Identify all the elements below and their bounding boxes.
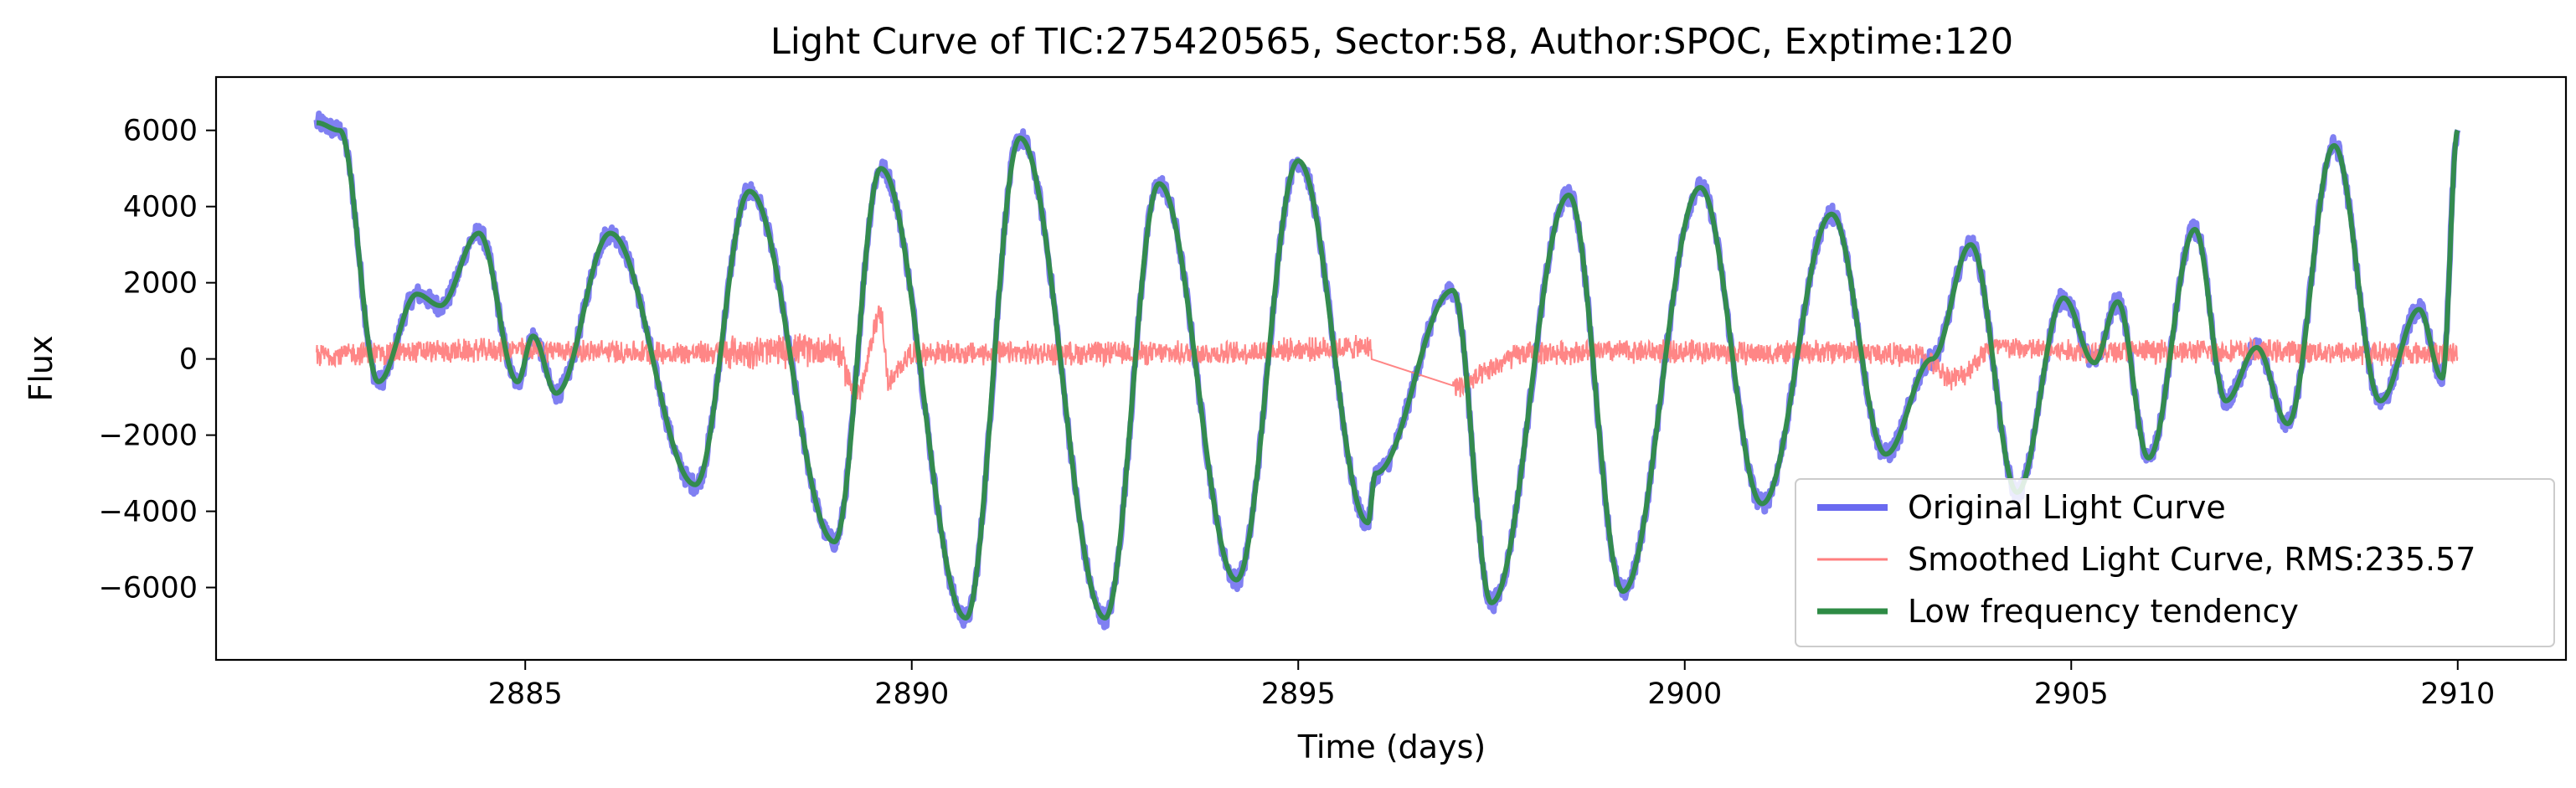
x-tick-label: 2905 (2034, 677, 2109, 711)
y-axis: 6000 4000 2000 0 −2000 −4000 −6000 (99, 115, 216, 605)
x-tick-label: 2910 (2420, 677, 2495, 711)
x-tick-label: 2895 (1261, 677, 1336, 711)
series-layer (313, 111, 2461, 631)
y-tick-label: −2000 (99, 420, 198, 453)
x-tick-label: 2890 (874, 677, 949, 711)
legend-box (1795, 478, 2555, 647)
x-tick-label: 2900 (1647, 677, 1722, 711)
series-low-frequency-tendency (314, 120, 2460, 621)
x-axis: 2885 2890 2895 2900 2905 2910 (488, 660, 2495, 711)
x-tick-label: 2885 (488, 677, 563, 711)
series-smoothed-light-curve (315, 305, 2459, 404)
legend: Original Light Curve Smoothed Light Curv… (1795, 478, 2555, 647)
x-axis-label: Time (days) (1297, 729, 1486, 765)
y-tick-label: 2000 (123, 267, 198, 301)
y-tick-label: −6000 (99, 572, 198, 605)
legend-label-smoothed: Smoothed Light Curve, RMS:235.57 (1908, 541, 2476, 578)
y-axis-label: Flux (23, 336, 59, 402)
y-tick-label: −4000 (99, 496, 198, 529)
legend-label-low-frequency: Low frequency tendency (1908, 593, 2299, 630)
y-tick-label: 4000 (123, 191, 198, 224)
legend-label-original: Original Light Curve (1908, 489, 2226, 526)
y-tick-label: 0 (179, 343, 198, 377)
plot-area-frame (214, 75, 2568, 662)
chart-title: Light Curve of TIC:275420565, Sector:58,… (770, 21, 2013, 63)
y-tick-label: 6000 (123, 115, 198, 148)
